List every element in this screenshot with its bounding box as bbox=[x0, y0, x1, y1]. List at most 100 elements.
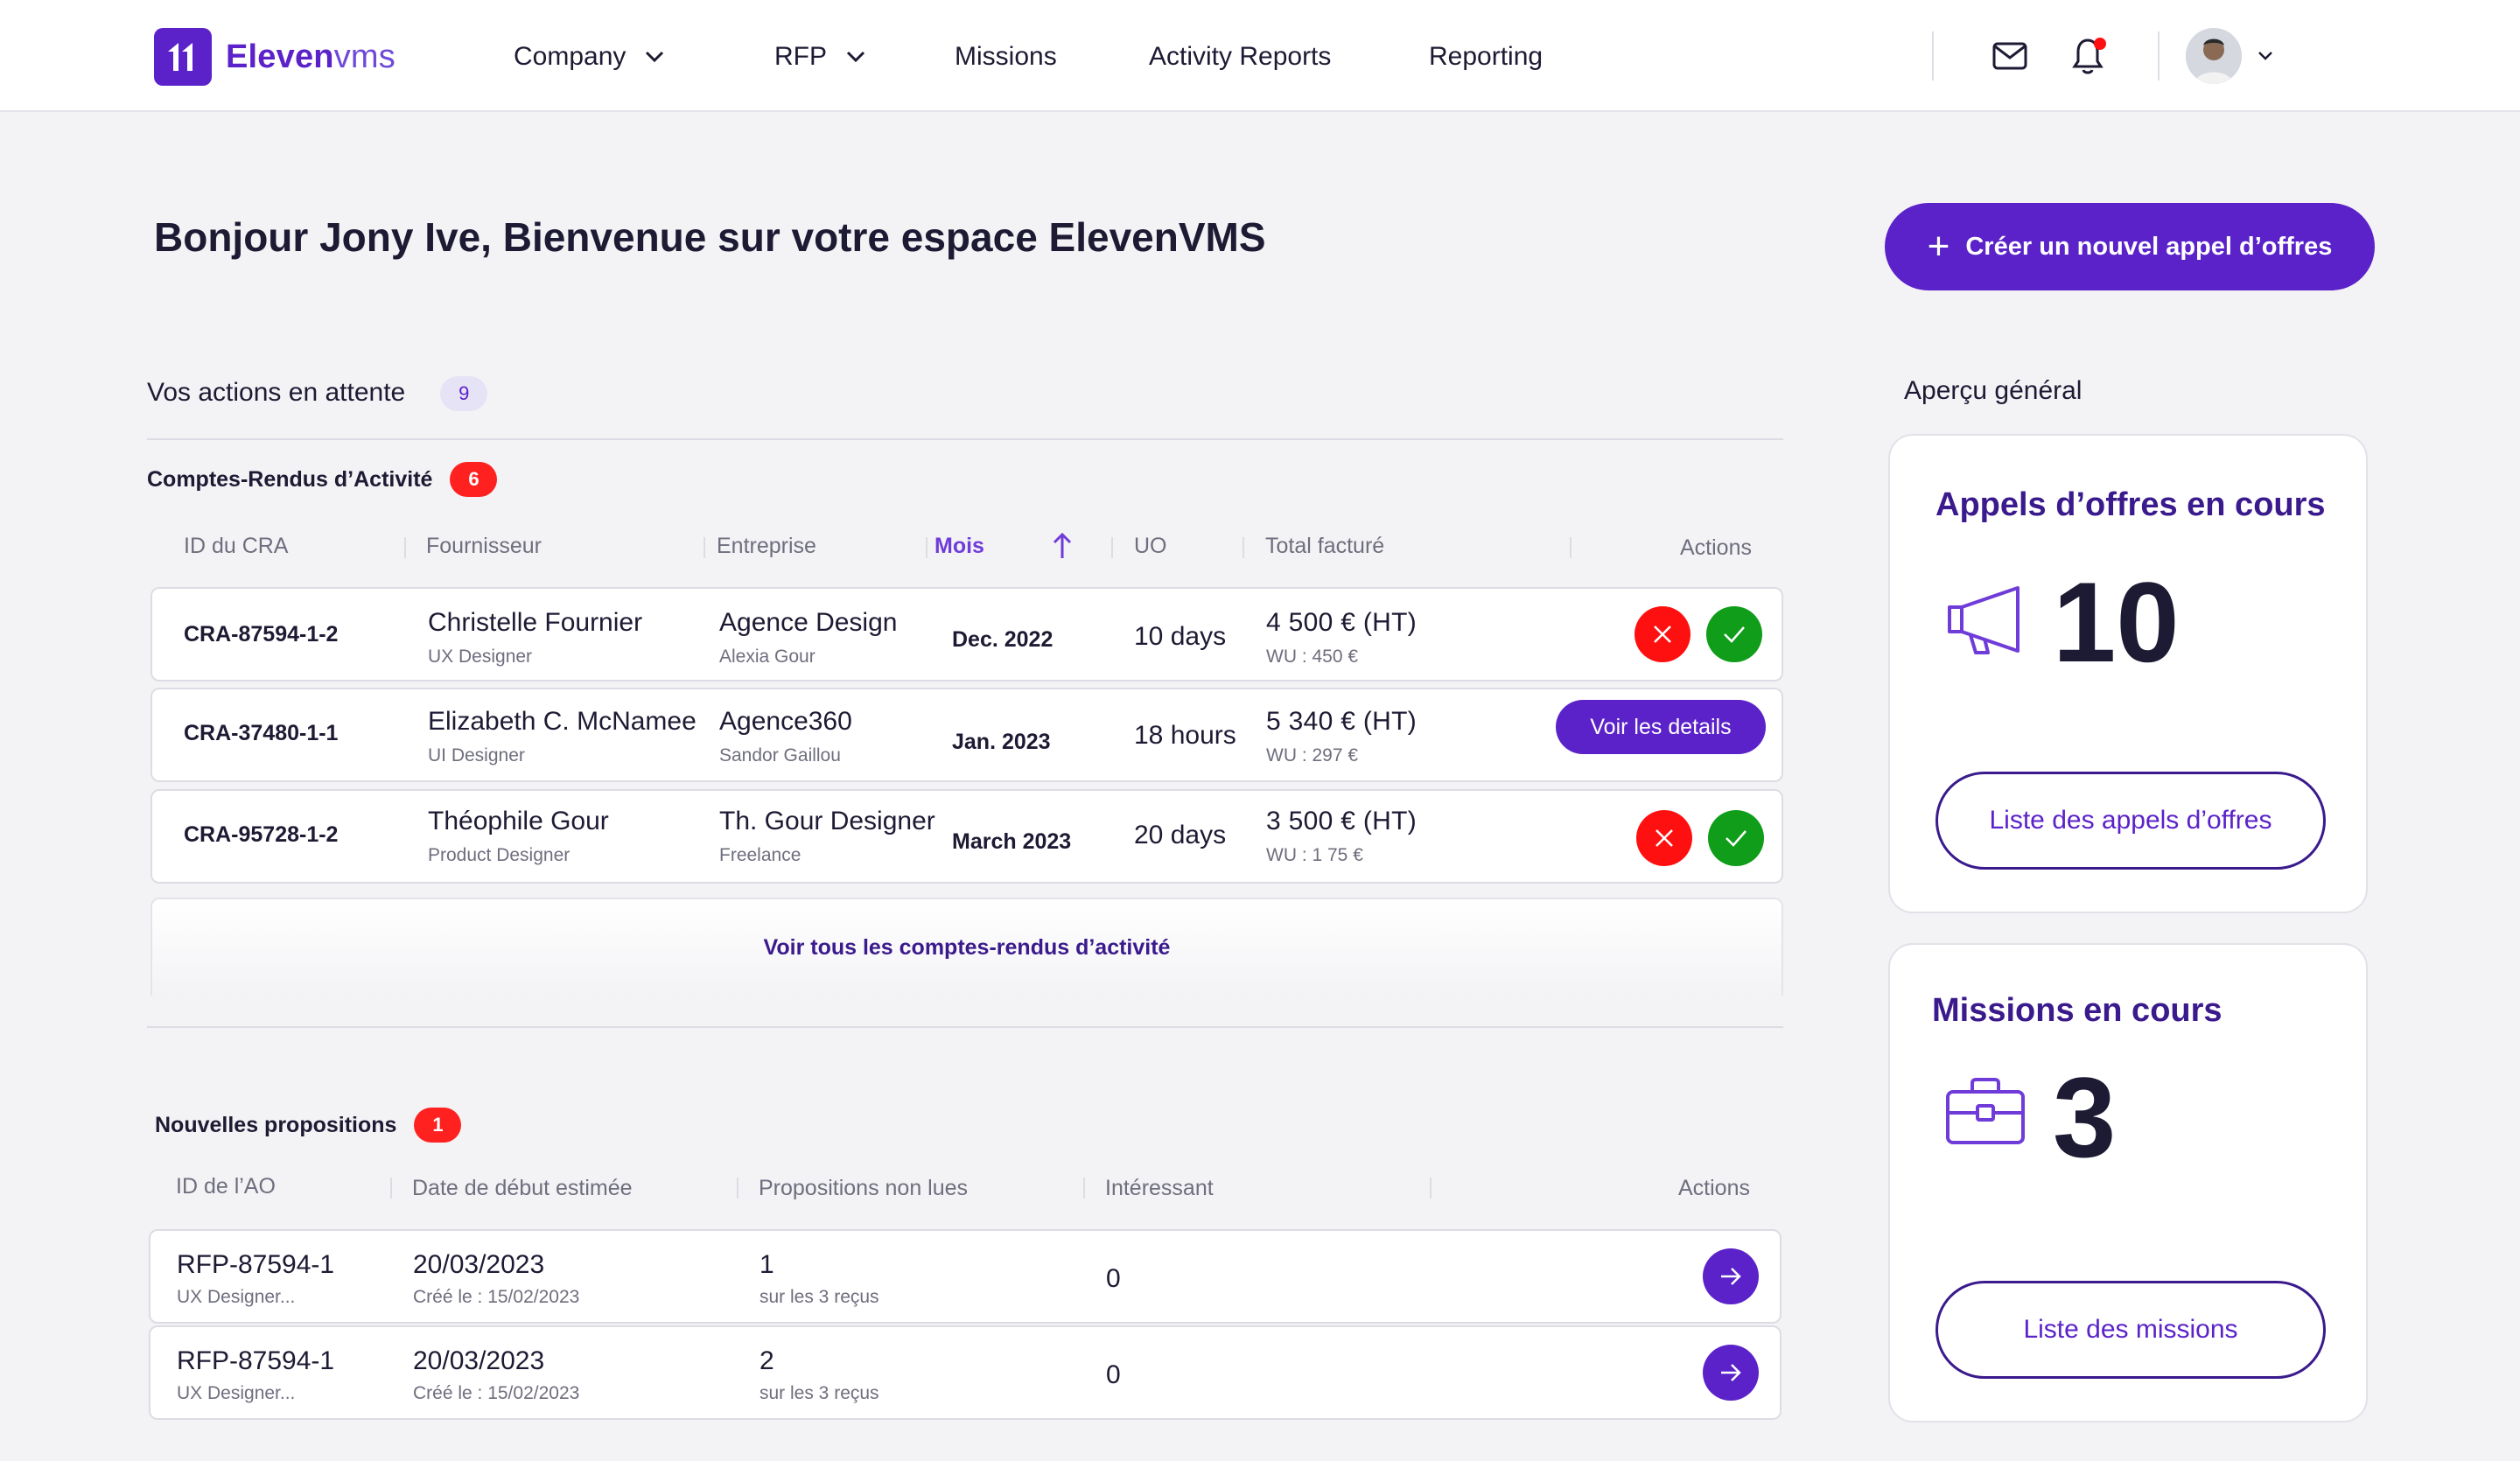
approve-button[interactable] bbox=[1706, 606, 1762, 662]
chevron-down-icon bbox=[646, 51, 664, 63]
ao-id: RFP-87594-1 bbox=[177, 1250, 335, 1279]
col-header-start-date[interactable]: Date de début estimée bbox=[412, 1176, 633, 1200]
divider bbox=[147, 1026, 1783, 1028]
supplier-role: UI Designer bbox=[428, 745, 525, 765]
mail-icon[interactable] bbox=[1992, 38, 2028, 73]
col-header-interesting[interactable]: Intéressant bbox=[1105, 1176, 1214, 1200]
col-header-company[interactable]: Entreprise bbox=[717, 534, 816, 558]
pending-actions-title: Vos actions en attente 9 bbox=[147, 376, 488, 411]
col-divider bbox=[926, 537, 928, 558]
unread-count: 1 bbox=[760, 1250, 774, 1279]
ao-id: RFP-87594-1 bbox=[177, 1346, 335, 1375]
cra-id: CRA-95728-1-2 bbox=[184, 822, 339, 847]
page-title: Bonjour Jony Ive, Bienvenue sur votre es… bbox=[154, 214, 1266, 260]
nav-rfp-label: RFP bbox=[774, 42, 827, 71]
company-contact: Sandor Gaillou bbox=[719, 745, 841, 765]
approve-button[interactable] bbox=[1708, 810, 1764, 866]
create-tender-button[interactable]: + Créer un nouvel appel d’offres bbox=[1885, 203, 2375, 290]
company-contact: Freelance bbox=[719, 845, 802, 865]
missions-list-button[interactable]: Liste des missions bbox=[1936, 1281, 2326, 1379]
col-divider bbox=[1083, 1178, 1085, 1199]
chevron-down-icon[interactable] bbox=[2258, 51, 2273, 61]
table-row[interactable]: CRA-95728-1-2 Théophile Gour Product Des… bbox=[150, 789, 1783, 884]
supplier-name: Elizabeth C. McNamee bbox=[428, 707, 696, 736]
supplier-name: Théophile Gour bbox=[428, 807, 609, 835]
col-header-supplier[interactable]: Fournisseur bbox=[426, 534, 542, 558]
pending-actions-label: Vos actions en attente bbox=[147, 377, 406, 407]
tenders-list-button[interactable]: Liste des appels d’offres bbox=[1936, 772, 2326, 870]
col-header-uo[interactable]: UO bbox=[1134, 534, 1167, 558]
start-date: 20/03/2023 bbox=[413, 1346, 545, 1375]
col-divider bbox=[1242, 537, 1244, 558]
table-row[interactable]: RFP-87594-1 UX Designer... 20/03/2023 Cr… bbox=[149, 1229, 1782, 1324]
view-details-button[interactable]: Voir les details bbox=[1556, 700, 1766, 754]
divider bbox=[147, 438, 1783, 440]
month: March 2023 bbox=[952, 829, 1072, 854]
created-date: Créé le : 15/02/2023 bbox=[413, 1287, 580, 1307]
company-name: Agence360 bbox=[719, 707, 852, 736]
nav-company[interactable]: Company bbox=[514, 37, 664, 77]
arrow-right-icon bbox=[1721, 1268, 1741, 1285]
sort-ascending-icon[interactable] bbox=[1052, 532, 1073, 560]
supplier-role: UX Designer bbox=[428, 647, 533, 667]
cra-title-label: Comptes-Rendus d’Activité bbox=[147, 466, 433, 492]
check-icon bbox=[1724, 626, 1745, 643]
plus-icon: + bbox=[1927, 225, 1950, 268]
logo-icon bbox=[154, 28, 212, 86]
see-all-cra-link[interactable]: Voir tous les comptes-rendus d’activité bbox=[150, 898, 1783, 996]
close-icon bbox=[1654, 626, 1671, 643]
cra-id: CRA-37480-1-1 bbox=[184, 721, 339, 745]
col-divider bbox=[404, 537, 406, 558]
nav-reporting-label: Reporting bbox=[1429, 42, 1544, 71]
brand-logo[interactable]: Elevenvms bbox=[154, 28, 396, 86]
unread-subtitle: sur les 3 reçus bbox=[760, 1287, 879, 1307]
open-proposal-button[interactable] bbox=[1703, 1248, 1759, 1304]
interesting-count: 0 bbox=[1106, 1360, 1121, 1389]
total-amount: 4 500 € (HT) bbox=[1266, 608, 1417, 637]
created-date: Créé le : 15/02/2023 bbox=[413, 1383, 580, 1403]
total-amount: 5 340 € (HT) bbox=[1266, 707, 1417, 736]
col-header-unread[interactable]: Propositions non lues bbox=[759, 1176, 969, 1200]
reject-button[interactable] bbox=[1634, 606, 1690, 662]
create-tender-label: Créer un nouvel appel d’offres bbox=[1965, 232, 2333, 261]
nav-activity-reports[interactable]: Activity Reports bbox=[1149, 37, 1331, 77]
reject-button[interactable] bbox=[1636, 810, 1692, 866]
nav-missions-label: Missions bbox=[955, 42, 1057, 71]
col-header-cra-id[interactable]: ID du CRA bbox=[184, 534, 289, 558]
col-header-month[interactable]: Mois bbox=[934, 534, 984, 558]
uo-value: 10 days bbox=[1134, 622, 1227, 651]
nav-rfp[interactable]: RFP bbox=[774, 37, 865, 77]
missions-card: Missions en cours 3 Liste des missions bbox=[1888, 943, 2368, 1423]
open-proposal-button[interactable] bbox=[1703, 1345, 1759, 1401]
col-divider bbox=[390, 1178, 392, 1199]
total-amount: 3 500 € (HT) bbox=[1266, 807, 1417, 835]
col-header-ao-id[interactable]: ID de l’AO bbox=[176, 1174, 276, 1199]
company-name: Agence Design bbox=[719, 608, 898, 637]
divider bbox=[2158, 31, 2160, 80]
col-divider bbox=[1430, 1178, 1432, 1199]
nav-reporting[interactable]: Reporting bbox=[1429, 37, 1543, 77]
missions-count: 3 bbox=[2053, 1053, 2117, 1181]
bell-icon[interactable] bbox=[2070, 35, 2110, 77]
table-row[interactable]: RFP-87594-1 UX Designer... 20/03/2023 Cr… bbox=[149, 1325, 1782, 1420]
megaphone-icon bbox=[1948, 586, 2020, 654]
chevron-down-icon bbox=[846, 51, 865, 63]
supplier-role: Product Designer bbox=[428, 845, 570, 865]
arrow-right-icon bbox=[1721, 1364, 1741, 1381]
nav-missions[interactable]: Missions bbox=[955, 37, 1057, 77]
col-divider bbox=[1570, 537, 1572, 558]
table-row[interactable]: CRA-87594-1-2 Christelle Fournier UX Des… bbox=[150, 587, 1783, 682]
avatar[interactable] bbox=[2186, 28, 2242, 84]
col-divider bbox=[704, 537, 705, 558]
col-header-total[interactable]: Total facturé bbox=[1265, 534, 1385, 558]
ao-subtitle: UX Designer... bbox=[177, 1383, 296, 1403]
check-icon bbox=[1726, 830, 1746, 847]
uo-value: 20 days bbox=[1134, 821, 1227, 849]
wu-amount: WU : 450 € bbox=[1266, 647, 1359, 667]
proposals-section-title: Nouvelles propositions 1 bbox=[155, 1108, 462, 1143]
tenders-card: Appels d’offres en cours 10 Liste des ap… bbox=[1888, 434, 2368, 913]
table-row[interactable]: CRA-37480-1-1 Elizabeth C. McNamee UI De… bbox=[150, 688, 1783, 782]
cra-id: CRA-87594-1-2 bbox=[184, 622, 339, 647]
close-icon bbox=[1656, 829, 1673, 847]
col-header-actions: Actions bbox=[1678, 1176, 1750, 1200]
